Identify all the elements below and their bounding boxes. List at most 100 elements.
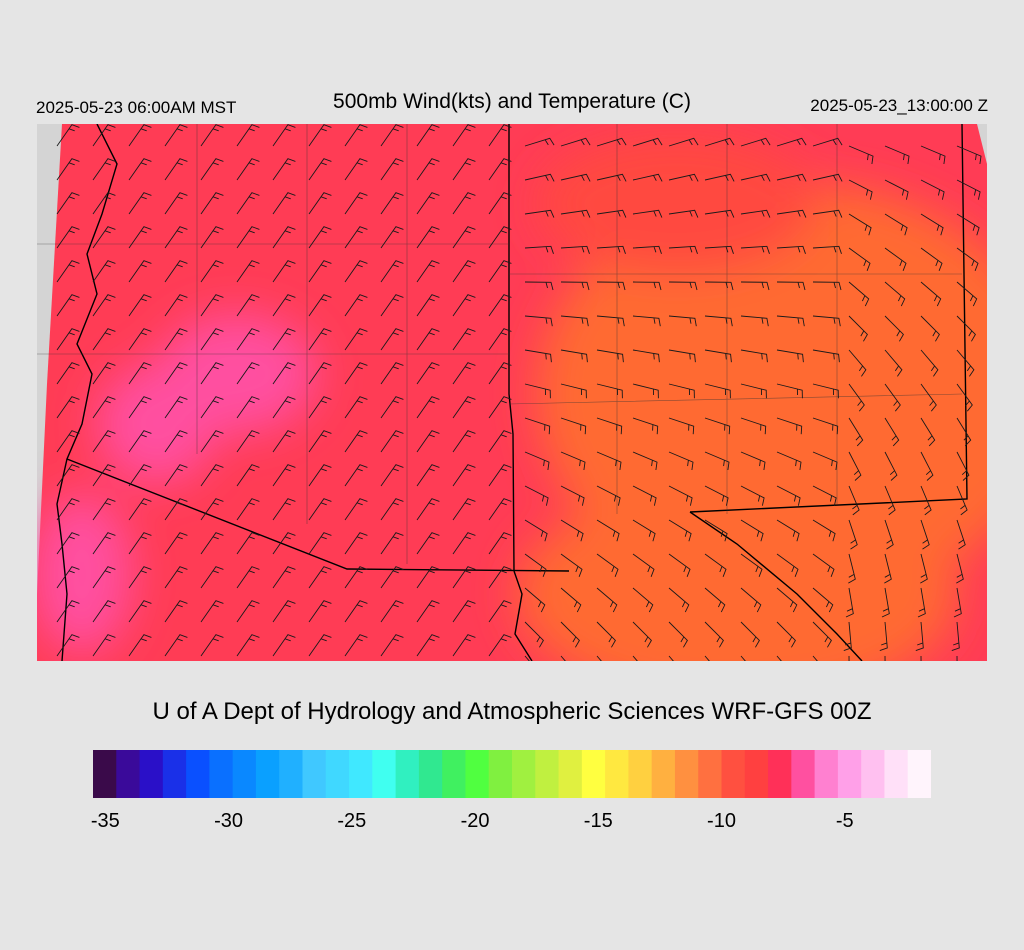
warm-region-north [537,134,817,274]
colorbar-swatch [325,750,350,798]
temperature-wind-map [37,124,987,661]
wind-barb [380,158,404,181]
colorbar-tick-label: -25 [337,810,367,832]
wind-barb [488,430,512,453]
colorbar-swatch [651,750,676,798]
wind-barb [56,634,80,657]
wind-barb [884,315,904,342]
wind-barb [272,566,296,589]
wind-barb [200,158,224,181]
wind-barb [164,124,188,147]
wind-barb [812,621,832,648]
wind-barb [956,281,978,307]
wind-barb [524,315,553,327]
wind-barb [344,124,368,147]
wind-barb [344,600,368,623]
wind-barb [308,600,332,623]
wind-barb [848,417,864,447]
wind-barb [488,328,512,351]
wind-barb [56,158,80,181]
wind-barb [848,485,860,516]
wind-barb [236,430,260,453]
wind-barb [452,464,476,487]
wind-barb [884,417,900,447]
wind-barb [632,553,655,577]
colorbar-swatch [558,750,583,798]
wind-barb [164,396,188,419]
wind-barb [128,396,152,419]
county-lines [37,124,963,564]
wind-barb [488,634,512,657]
wind-barb [632,315,661,327]
wind-barb [200,600,224,623]
colorbar-swatch [628,750,653,798]
wind-barb [452,192,476,215]
wind-barb [915,621,924,652]
wind-barb [920,281,942,307]
wind-barb [884,281,906,307]
valid-time-utc: 2025-05-23_13:00:00 Z [810,96,988,115]
wind-barb [56,294,80,317]
wind-barb [776,137,807,147]
wind-barb [920,349,939,377]
wind-barb [951,621,960,652]
wind-barb [128,294,152,317]
wind-barb [848,145,874,165]
border-segment [508,124,515,572]
wind-barb [704,553,727,577]
wind-barb [632,137,663,147]
wind-barb [668,281,698,291]
wind-barb [848,213,872,236]
colorbar-swatch [837,750,862,798]
wind-barb [272,294,296,317]
wind-barb [416,294,440,317]
colorbar-swatch [581,750,606,798]
colorbar-swatch [418,750,443,798]
wind-barb [596,383,623,399]
wind-barb [596,245,626,254]
wind-barb [596,349,624,363]
wind-barb [92,600,116,623]
wind-barb [128,192,152,215]
colorbar-tick-label: -10 [707,810,736,832]
wind-barb [524,137,555,147]
colorbar-swatch [465,750,490,798]
wind-barb [272,260,296,283]
wind-barb [92,362,116,385]
wind-barb [236,192,260,215]
wind-barb [560,621,580,648]
wind-barb [920,451,934,481]
wind-barb [956,451,970,481]
wind-barb [488,498,512,521]
wind-barb [488,192,512,215]
wind-barb [416,464,440,487]
wind-barb [452,328,476,351]
wind-barb [200,634,224,657]
wind-barb [272,124,296,147]
colorbar-swatch [209,750,234,798]
wind-barb [236,566,260,589]
wind-barb [956,145,982,165]
border-segment [513,570,533,661]
wind-barb [848,281,870,307]
wind-barb [452,430,476,453]
wind-barb [416,498,440,521]
wind-barb [848,315,868,342]
border-segment [689,511,863,661]
wind-barb [560,451,586,471]
wind-barb [953,587,962,618]
wind-barb [956,519,966,550]
wind-barb [668,383,695,399]
wind-barb [740,173,771,182]
wind-barb [740,621,760,648]
wind-barb [632,519,656,542]
wind-barb [917,587,926,618]
wind-barb [308,124,332,147]
wind-barb [560,417,587,435]
wind-barb [344,634,368,657]
wind-barb [380,328,404,351]
wind-barb [164,430,188,453]
wind-barb [380,430,404,453]
wind-barb [776,553,799,577]
wind-barb [848,451,862,481]
